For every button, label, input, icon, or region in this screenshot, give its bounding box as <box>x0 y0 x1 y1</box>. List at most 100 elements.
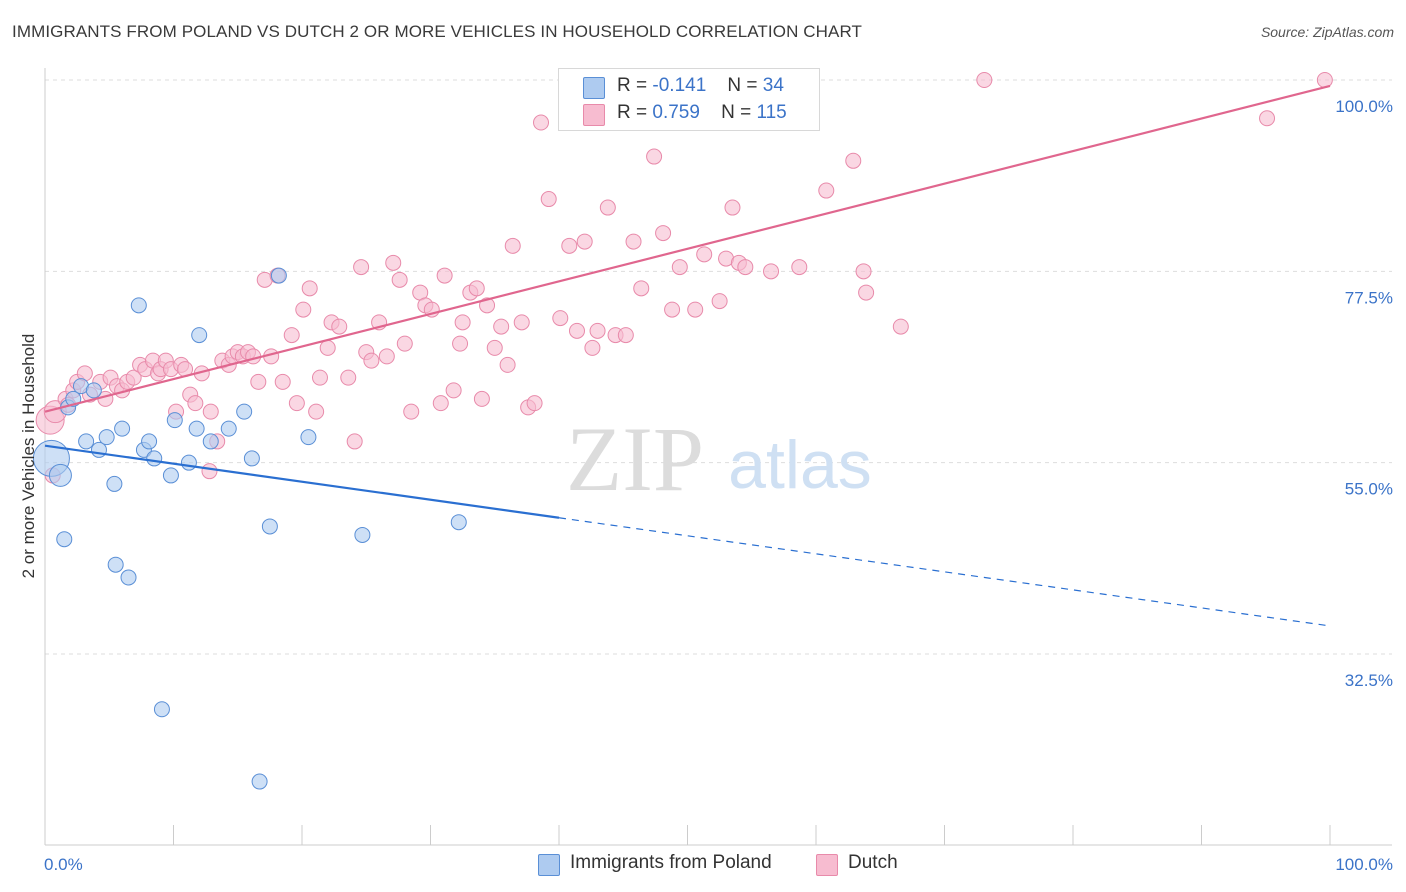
dutch-point <box>391 271 408 288</box>
dutch-point <box>568 322 585 339</box>
legend-n-label: N = <box>721 102 752 123</box>
trend-lines <box>44 84 1331 627</box>
dutch-point <box>633 280 650 297</box>
dutch-point <box>1316 72 1333 88</box>
dutch-swatch <box>816 854 838 876</box>
dutch-point <box>468 280 485 297</box>
dutch-point <box>245 348 262 365</box>
dutch-point <box>452 335 469 352</box>
poland-point <box>354 526 371 543</box>
poland-point <box>243 450 260 467</box>
dutch-point <box>892 318 909 335</box>
dutch-swatch <box>583 104 605 126</box>
dutch-point <box>584 339 601 356</box>
poland-trend-dashed <box>558 517 1331 627</box>
axis-labels: 32.5% 55.0% 77.5% 100.0% 0.0% 100.0% 2 or more… <box>19 97 1393 874</box>
dutch-point <box>526 395 543 412</box>
dutch-point <box>295 301 312 318</box>
poland-point <box>220 420 237 437</box>
dutch-point <box>976 72 993 88</box>
poland-point <box>98 429 115 446</box>
legend-r-value: -0.141 <box>652 75 707 96</box>
dutch-point <box>858 284 875 301</box>
legend-n-value: 115 <box>756 102 787 123</box>
poland-point <box>120 569 137 586</box>
x-tick-label: 100.0% <box>1335 855 1393 874</box>
dutch-point <box>346 433 363 450</box>
dutch-point <box>202 403 219 420</box>
poland-point <box>180 454 197 471</box>
dutch-point <box>576 233 593 250</box>
dutch-point <box>655 225 672 242</box>
y-tick-label: 77.5% <box>1345 288 1393 307</box>
dutch-point <box>1259 110 1276 127</box>
watermark-zip: ZIP <box>566 408 704 510</box>
poland-point <box>166 412 183 429</box>
dutch-point <box>696 246 713 263</box>
legend-r-label: R = <box>617 102 648 123</box>
poland-swatch <box>583 77 605 99</box>
dutch-point <box>664 301 681 318</box>
dutch-point <box>353 259 370 276</box>
poland-point <box>146 450 163 467</box>
poland-point <box>78 433 95 450</box>
poland-point <box>48 463 72 487</box>
y-axis-title: 2 or more Vehicles in Household <box>19 334 38 579</box>
dutch-point <box>671 259 688 276</box>
dutch-point <box>301 280 318 297</box>
dutch-point <box>396 335 413 352</box>
dutch-point <box>125 369 142 386</box>
dutch-point <box>432 395 449 412</box>
poland-point <box>162 467 179 484</box>
dutch-point <box>274 373 291 390</box>
dutch-point <box>187 395 204 412</box>
dutch-point <box>737 259 754 276</box>
dutch-point <box>561 237 578 254</box>
stats-legend: R = -0.141 N = 34 R = 0.759 N = 115 <box>558 68 820 131</box>
dutch-point <box>818 182 835 199</box>
dutch-point <box>845 152 862 169</box>
dutch-point <box>724 199 741 216</box>
dutch-point <box>311 369 328 386</box>
dutch-point <box>486 339 503 356</box>
dutch-point <box>540 191 557 208</box>
dutch-point <box>599 199 616 216</box>
dutch-point <box>687 301 704 318</box>
dutch-point <box>250 373 267 390</box>
legend-label-poland: Immigrants from Poland <box>570 852 772 873</box>
dutch-point <box>363 352 380 369</box>
dutch-point <box>552 310 569 327</box>
dutch-trend-solid <box>44 84 1331 413</box>
dutch-point <box>855 263 872 280</box>
dutch-point <box>283 327 300 344</box>
data-points <box>32 72 1333 790</box>
dutch-point <box>403 403 420 420</box>
y-tick-label: 100.0% <box>1335 97 1393 116</box>
dutch-point <box>513 314 530 331</box>
poland-trend-solid <box>44 444 560 519</box>
dutch-point <box>378 348 395 365</box>
dutch-point <box>436 267 453 284</box>
dutch-point <box>646 148 663 165</box>
poland-point <box>153 701 170 718</box>
poland-point <box>130 297 147 314</box>
dutch-point <box>763 263 780 280</box>
poland-point <box>236 403 253 420</box>
poland-point <box>106 475 123 492</box>
dutch-point <box>504 237 521 254</box>
dutch-point <box>711 293 728 310</box>
legend-n-label: N = <box>727 75 758 96</box>
legend-label-dutch: Dutch <box>848 852 898 873</box>
legend-n-value: 34 <box>762 75 784 96</box>
dutch-point <box>331 318 348 335</box>
source-credit: Source: ZipAtlas.com <box>1260 24 1394 40</box>
poland-point <box>191 327 208 344</box>
dutch-point <box>499 356 516 373</box>
poland-point <box>300 429 317 446</box>
poland-point <box>85 382 102 399</box>
watermark: ZIP atlas <box>566 408 872 510</box>
y-tick-label: 32.5% <box>1345 671 1393 690</box>
poland-point <box>107 556 124 573</box>
dutch-point <box>201 463 218 480</box>
